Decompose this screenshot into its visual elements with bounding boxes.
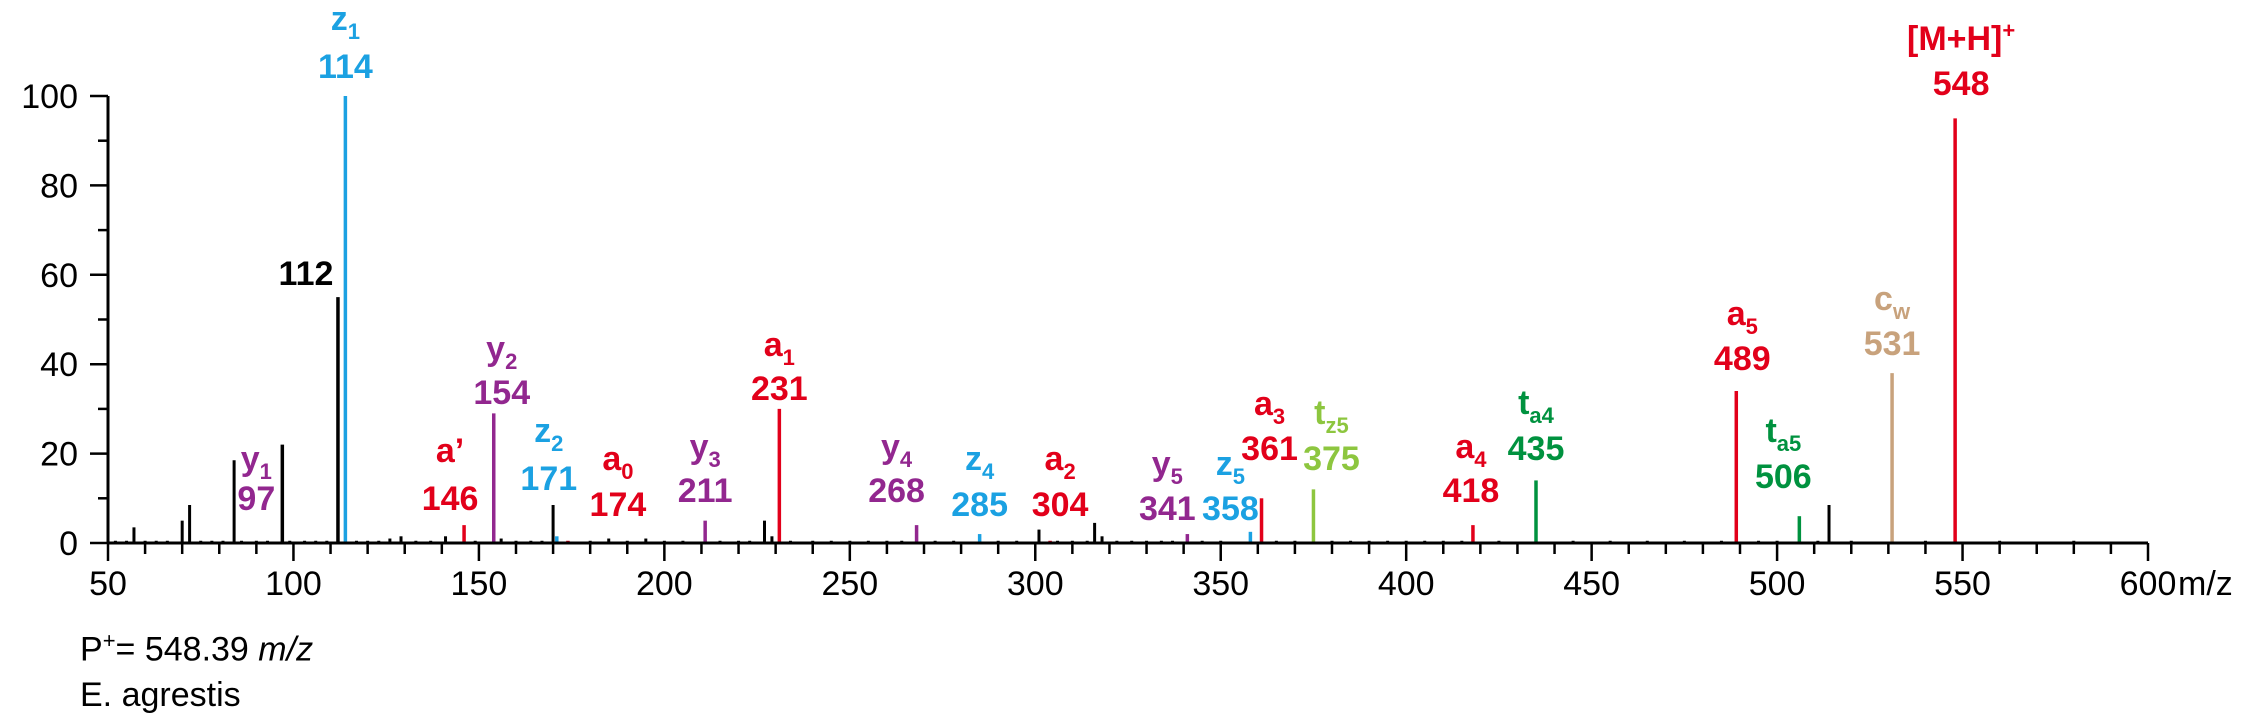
species-note: E. agrestis xyxy=(80,676,241,714)
y-tick-label-80: 80 xyxy=(40,167,78,205)
ion-label-285: z4 xyxy=(965,440,995,484)
x-tick-label-50: 50 xyxy=(89,565,127,603)
mz-label-268: 268 xyxy=(868,472,925,510)
peak-labels-layer: y197112z1114a’146y2154z2171a0174y3211a12… xyxy=(237,0,2015,528)
y-tick-label-0: 0 xyxy=(59,525,78,563)
ion-label-114: z1 xyxy=(331,0,360,44)
ion-label-341: y5 xyxy=(1152,445,1183,489)
mz-label-358: 358 xyxy=(1202,490,1259,528)
x-tick-label-400: 400 xyxy=(1378,565,1435,603)
x-tick-label-350: 350 xyxy=(1192,565,1249,603)
x-tick-label-250: 250 xyxy=(821,565,878,603)
mz-label-112: 112 xyxy=(279,255,334,293)
precursor-sup: + xyxy=(102,628,116,653)
ion-label-268: y4 xyxy=(881,428,913,472)
mz-label-146: 146 xyxy=(422,480,479,518)
x-tick-label-550: 550 xyxy=(1934,565,1991,603)
precursor-value: = 548.39 xyxy=(115,630,259,669)
mz-label-231: 231 xyxy=(751,370,808,408)
mz-label-114: 114 xyxy=(318,48,373,86)
mz-label-418: 418 xyxy=(1443,472,1500,510)
mz-label-285: 285 xyxy=(951,486,1008,524)
axes-layer: 50 100 150 200 250 300 350 400 450 500 550 600 m/z 0 2… xyxy=(21,78,2233,603)
mz-label-435: 435 xyxy=(1508,430,1565,468)
x-tick-label-100: 100 xyxy=(265,565,322,603)
x-tick-label-450: 450 xyxy=(1563,565,1620,603)
x-tick-label-150: 150 xyxy=(451,565,508,603)
mz-label-97: 97 xyxy=(237,480,275,518)
mz-label-489: 489 xyxy=(1714,340,1771,378)
precursor-unit: m/z xyxy=(258,630,314,669)
ion-label-231: a1 xyxy=(764,326,795,370)
mz-label-548: 548 xyxy=(1933,65,1990,103)
precursor-prefix: P xyxy=(80,630,103,669)
ion-label-171: z2 xyxy=(534,412,563,456)
ion-label-358: z5 xyxy=(1216,445,1245,489)
mz-label-375: 375 xyxy=(1303,440,1360,478)
ion-label-304: a2 xyxy=(1045,440,1076,484)
ion-label-506: ta5 xyxy=(1765,412,1801,456)
mz-label-531: 531 xyxy=(1864,325,1921,363)
y-tick-label-40: 40 xyxy=(40,346,78,384)
x-tick-label-500: 500 xyxy=(1749,565,1806,603)
mz-label-211: 211 xyxy=(678,472,733,510)
y-tick-label-60: 60 xyxy=(40,257,78,295)
ion-label-375: tz5 xyxy=(1314,394,1349,438)
ion-label-418: a4 xyxy=(1455,428,1487,472)
y-tick-label-20: 20 xyxy=(40,436,78,474)
ion-label-154: y2 xyxy=(486,330,517,374)
x-tick-label-600: 600 xyxy=(2120,565,2177,603)
ion-label-97: y1 xyxy=(241,440,272,484)
ion-label-531: cw xyxy=(1874,280,1911,324)
ion-label-548: [M+H]+ xyxy=(1907,18,2015,58)
ion-label-146: a’ xyxy=(436,432,464,470)
ion-label-174: a0 xyxy=(602,440,633,484)
ion-label-211: y3 xyxy=(690,428,721,472)
mz-label-341: 341 xyxy=(1139,490,1196,528)
precursor-note: P+= 548.39 m/z xyxy=(80,628,313,669)
x-tick-label-300: 300 xyxy=(1007,565,1064,603)
x-tick-label-200: 200 xyxy=(636,565,693,603)
ion-label-435: ta4 xyxy=(1518,384,1555,428)
mz-label-506: 506 xyxy=(1755,458,1812,496)
ion-label-361: a3 xyxy=(1254,385,1285,429)
mz-label-174: 174 xyxy=(590,486,647,524)
mz-label-304: 304 xyxy=(1032,486,1089,524)
peaks-layer xyxy=(113,96,2076,543)
ion-label-489: a5 xyxy=(1727,295,1758,339)
mz-label-154: 154 xyxy=(473,374,530,412)
x-unit-label: m/z xyxy=(2178,565,2233,603)
y-tick-label-100: 100 xyxy=(21,78,78,116)
mz-label-171: 171 xyxy=(520,460,577,498)
mz-label-361: 361 xyxy=(1241,430,1298,468)
